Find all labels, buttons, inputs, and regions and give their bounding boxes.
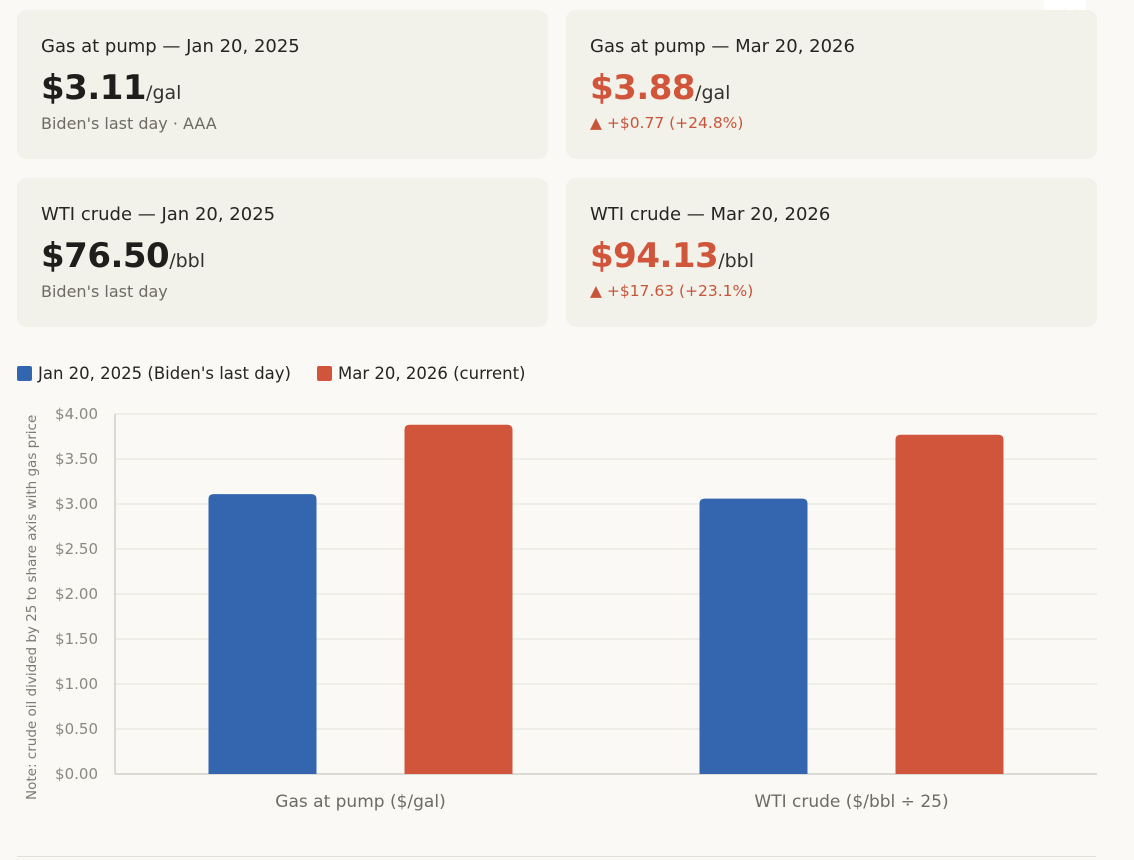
y-tick-label: $3.00 — [55, 495, 98, 513]
bar-mar-gas — [404, 424, 513, 774]
stat-card-gas-jan: Gas at pump — Jan 20, 2025 $3.11/gal Bid… — [17, 10, 548, 159]
card-label: WTI crude — Mar 20, 2026 — [590, 204, 831, 225]
card-value: $3.11/gal — [41, 68, 182, 108]
card-delta: ▲ +$17.63 (+23.1%) — [590, 282, 754, 300]
card-label: WTI crude — Jan 20, 2025 — [41, 204, 276, 225]
legend-item-mar[interactable]: Mar 20, 2026 (current) — [317, 364, 526, 383]
y-tick-label: $1.00 — [55, 675, 98, 693]
stat-card-wti-jan: WTI crude — Jan 20, 2025 $76.50/bbl Bide… — [17, 178, 548, 327]
legend-swatch-blue — [17, 366, 32, 381]
card-subtext: Biden's last day · AAA — [41, 114, 217, 133]
y-tick-label: $0.50 — [55, 720, 98, 738]
y-tick-label: $0.00 — [55, 765, 98, 783]
card-value: $76.50/bbl — [41, 236, 206, 276]
y-tick-label: $1.50 — [55, 630, 98, 648]
card-label: Gas at pump — Jan 20, 2025 — [41, 36, 300, 57]
legend-item-jan[interactable]: Jan 20, 2025 (Biden's last day) — [17, 364, 291, 383]
legend-label: Mar 20, 2026 (current) — [338, 364, 526, 383]
y-tick-label: $2.50 — [55, 540, 98, 558]
card-subtext: Biden's last day — [41, 282, 168, 301]
stat-card-wti-mar: WTI crude — Mar 20, 2026 $94.13/bbl ▲ +$… — [566, 178, 1097, 327]
stat-card-gas-mar: Gas at pump — Mar 20, 2026 $3.88/gal ▲ +… — [566, 10, 1097, 159]
bar-jan-wti — [699, 498, 808, 774]
y-tick-label: $4.00 — [55, 405, 98, 423]
card-delta: ▲ +$0.77 (+24.8%) — [590, 114, 744, 132]
x-category-label: Gas at pump ($/gal) — [275, 792, 445, 812]
legend-swatch-red — [317, 366, 332, 381]
bar-jan-gas — [208, 494, 317, 774]
card-value: $94.13/bbl — [590, 236, 755, 276]
legend-label: Jan 20, 2025 (Biden's last day) — [38, 364, 291, 383]
chart-legend: Jan 20, 2025 (Biden's last day) Mar 20, … — [17, 364, 526, 383]
y-tick-label: $3.50 — [55, 450, 98, 468]
bar-mar-wti — [895, 434, 1004, 774]
y-tick-label: $2.00 — [55, 585, 98, 603]
card-label: Gas at pump — Mar 20, 2026 — [590, 36, 855, 57]
card-value: $3.88/gal — [590, 68, 731, 108]
divider — [17, 856, 1096, 857]
x-category-label: WTI crude ($/bbl ÷ 25) — [754, 792, 948, 812]
